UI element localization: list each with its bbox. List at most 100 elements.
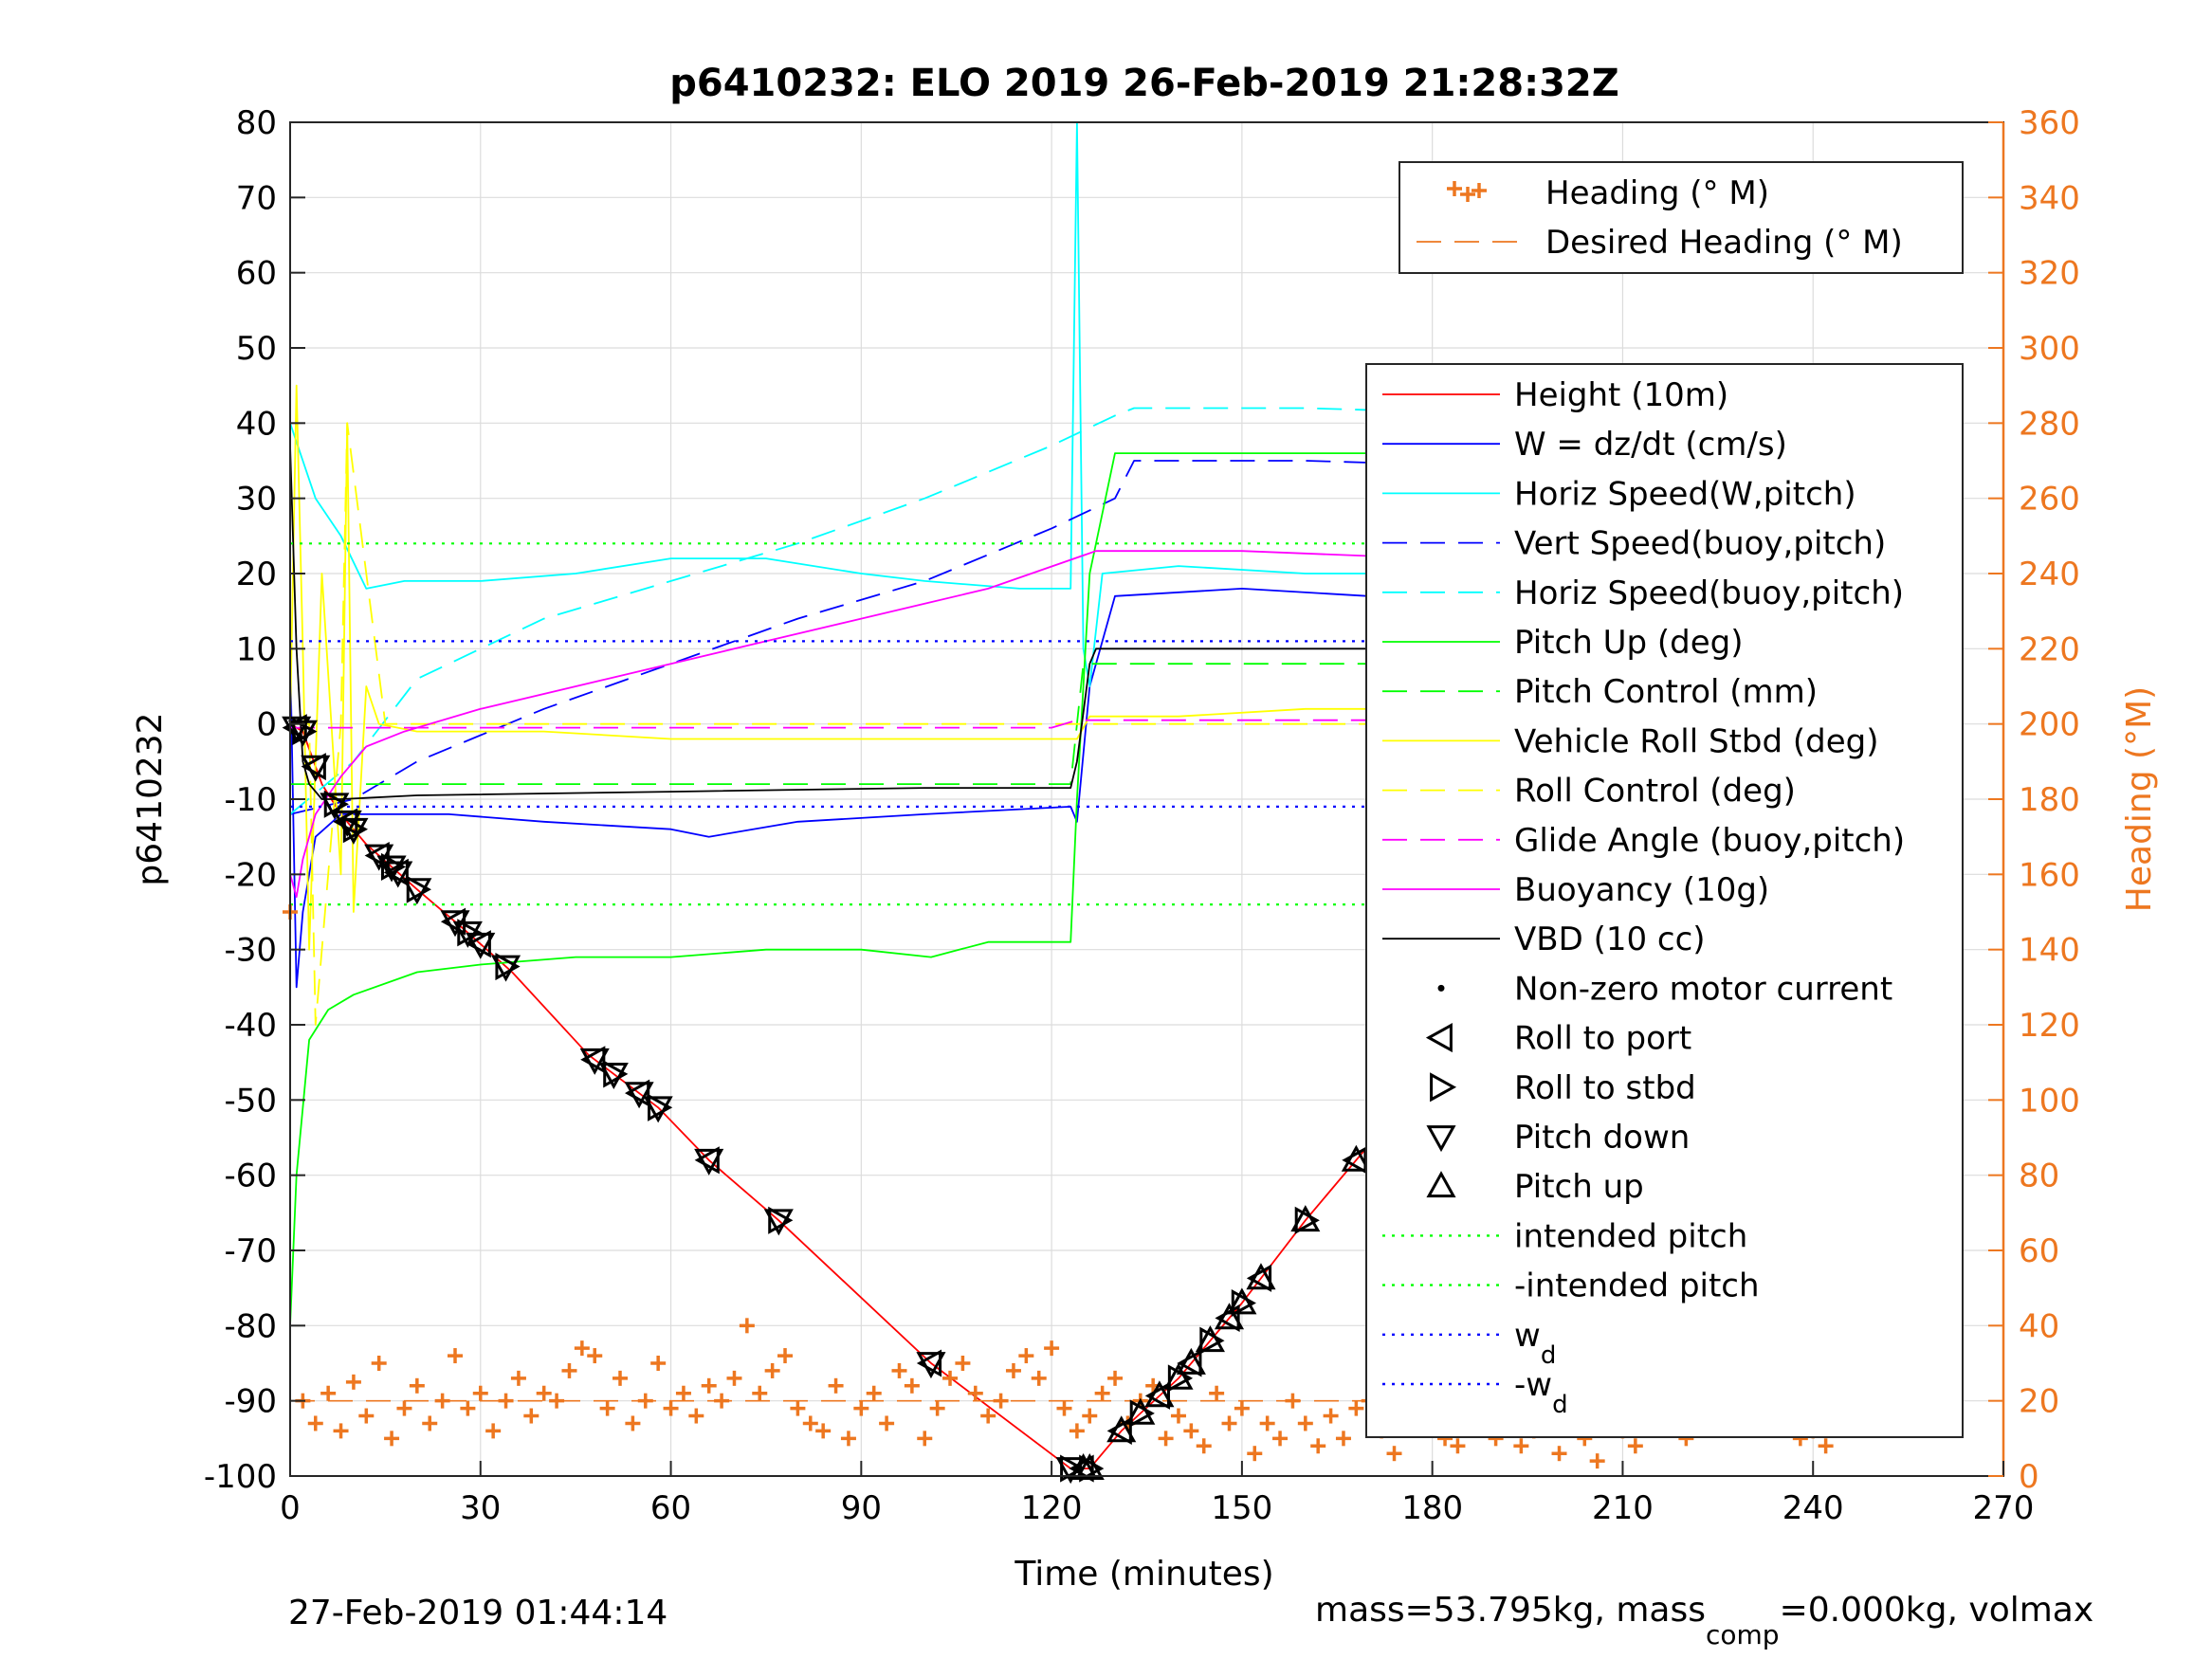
pitch-event-marker-25 <box>1125 1397 1156 1428</box>
heading-point-84 <box>1348 1400 1364 1416</box>
heading-point-17 <box>498 1393 514 1409</box>
legend-label-13: Roll to port <box>1514 1020 1691 1058</box>
pitch-event-marker-30 <box>1214 1303 1245 1332</box>
heading-point-45 <box>853 1400 869 1416</box>
heading-point-29 <box>650 1356 667 1371</box>
legend-label-5: Pitch Up (deg) <box>1514 624 1743 662</box>
heading-point-15 <box>472 1385 488 1401</box>
y-tick-label-9: -10 <box>224 781 277 819</box>
pitch-event-marker-20 <box>916 1349 946 1379</box>
pitch-event-marker-18 <box>694 1146 724 1176</box>
marker-pitch <box>579 1048 610 1075</box>
marker-roll <box>1231 1288 1256 1318</box>
marker-roll <box>1129 1399 1155 1428</box>
heading-point-54 <box>967 1385 983 1401</box>
legend-entry-1: W = dz/dt (cm/s) <box>1382 426 1787 464</box>
legend-swatch-16 <box>1426 1171 1456 1198</box>
chart-title: p6410232: ELO 2019 26-Feb-2019 21:28:32Z <box>669 62 1619 105</box>
legend-label-sub-20: d <box>1552 1391 1568 1419</box>
pitch-event-marker-12 <box>466 930 496 959</box>
marker-roll <box>580 1046 606 1074</box>
y-tick-label-13: 30 <box>236 481 277 519</box>
x-tick-label-9: 270 <box>1973 1489 2035 1527</box>
heading-point-64 <box>1094 1385 1110 1401</box>
heading-point-5 <box>345 1374 361 1390</box>
pitch-event-marker-3 <box>320 790 350 820</box>
legend-label-text-10: Buoyancy (10g) <box>1514 871 1769 909</box>
heading-point-13 <box>448 1348 464 1364</box>
heading-point-22 <box>561 1362 577 1378</box>
legend-entry-5: Pitch Up (deg) <box>1382 624 1743 662</box>
marker-pitch <box>1246 1263 1276 1290</box>
legend-label-14: Roll to stbd <box>1514 1069 1696 1107</box>
yr-tick-label-17: 340 <box>2019 179 2080 217</box>
pitch-event-marker-32 <box>1246 1263 1276 1292</box>
heading-point-81 <box>1310 1438 1326 1454</box>
heading-point-51 <box>929 1400 945 1416</box>
marker-roll <box>625 1079 650 1107</box>
heading-point-27 <box>625 1415 641 1431</box>
heading-point-2 <box>307 1415 323 1431</box>
marker-pitch <box>490 955 521 982</box>
marker-pitch <box>320 793 350 820</box>
legend-label-8: Roll Control (deg) <box>1514 773 1796 811</box>
legend-label-text-7: Vehicle Roll Stbd (deg) <box>1514 722 1879 760</box>
heading-point-7 <box>371 1356 387 1371</box>
y-axis-left: -100-90-80-70-60-50-40-30-20-10010203040… <box>204 104 305 1496</box>
heading-point-36 <box>739 1318 755 1334</box>
pitch-event-marker-26 <box>1144 1380 1175 1410</box>
legend-label-18: -intended pitch <box>1514 1267 1760 1305</box>
yr-tick-label-9: 180 <box>2019 781 2080 819</box>
legend-entry-11: VBD (10 cc) <box>1382 921 1706 958</box>
heading-point-77 <box>1259 1415 1275 1431</box>
heading-point-100 <box>1551 1446 1567 1462</box>
heading-point-121 <box>1818 1438 1834 1454</box>
yr-tick-label-0: 0 <box>2019 1458 2039 1496</box>
pitch-event-marker-29 <box>1195 1325 1225 1355</box>
yr-tick-label-6: 120 <box>2019 1007 2080 1045</box>
legend-label-text-2: Horiz Speed(W,pitch) <box>1514 475 1856 513</box>
pitch-event-marker-2 <box>301 753 331 782</box>
footer-mass: mass=53.795kg, masscomp=0.000kg, volmax <box>1315 1591 2093 1650</box>
marker-roll <box>383 858 409 886</box>
pitch-event-marker-17 <box>643 1093 673 1123</box>
marker-pitch <box>287 720 318 747</box>
yr-tick-label-14: 280 <box>2019 405 2080 443</box>
y-tick-label-6: -40 <box>224 1007 277 1045</box>
heading-legend-label-0: Heading (° M) <box>1545 174 1769 212</box>
heading-point-57 <box>1005 1362 1021 1378</box>
heading-point-43 <box>828 1377 844 1394</box>
legend-label-text-9: Glide Angle (buoy,pitch) <box>1514 822 1905 860</box>
x-tick-label-3: 90 <box>841 1489 882 1527</box>
marker-roll <box>1106 1416 1132 1445</box>
heading-point-65 <box>1107 1370 1124 1386</box>
y-tick-label-2: -80 <box>224 1307 277 1345</box>
heading-point-97 <box>1513 1438 1529 1454</box>
heading-point-76 <box>1247 1446 1263 1462</box>
yr-tick-label-18: 360 <box>2019 104 2080 142</box>
heading-point-41 <box>802 1415 818 1431</box>
legend-label-6: Pitch Control (mm) <box>1514 673 1818 711</box>
legend-entry-19: wd <box>1382 1317 1556 1370</box>
legend-entry-10: Buoyancy (10g) <box>1382 871 1769 909</box>
yr-tick-label-12: 240 <box>2019 556 2080 593</box>
heading-point-40 <box>790 1400 806 1416</box>
marker-roll <box>603 1060 629 1088</box>
legend-label-text-8: Roll Control (deg) <box>1514 773 1796 811</box>
legend-label-text-6: Pitch Control (mm) <box>1514 673 1818 711</box>
legend-entry-18: -intended pitch <box>1382 1267 1760 1305</box>
heading-point-46 <box>866 1385 882 1401</box>
legend-label-9: Glide Angle (buoy,pitch) <box>1514 822 1905 860</box>
heading-point-10 <box>409 1377 425 1394</box>
footer-mass-text: mass=53.795kg, mass <box>1315 1591 1706 1630</box>
marker-roll <box>323 790 349 818</box>
x-tick-label-2: 60 <box>650 1489 691 1527</box>
legend-entry-8: Roll Control (deg) <box>1382 773 1796 811</box>
marker-pitch <box>1106 1415 1137 1443</box>
legend-label-text-11: VBD (10 cc) <box>1514 921 1706 958</box>
marker-pitch <box>916 1352 946 1379</box>
marker-pitch <box>1074 1452 1105 1480</box>
pitch-event-marker-33 <box>1290 1205 1321 1234</box>
legend-entry-12: Non-zero motor current <box>1437 970 1892 1008</box>
heading-point-9 <box>396 1400 412 1416</box>
